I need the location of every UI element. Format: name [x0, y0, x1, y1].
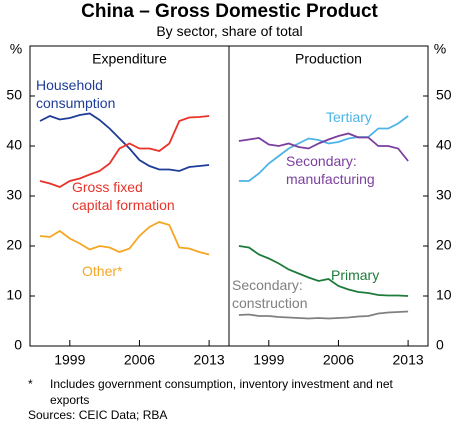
x-tick-label: 2006 — [124, 352, 155, 368]
y-tick-label: 10 — [6, 287, 22, 303]
series-line — [39, 221, 210, 256]
y-tick-label: 20 — [6, 237, 22, 253]
y-tick-label: 0 — [436, 337, 444, 353]
series-label: Gross fixed capital formation — [72, 179, 175, 213]
y-tick-label: 30 — [436, 187, 452, 203]
series-label: Household consumption — [36, 77, 116, 111]
series-label: Secondary: manufacturing — [286, 153, 375, 187]
x-tick-label: 2013 — [393, 352, 424, 368]
title: China – Gross Domestic Product — [81, 1, 378, 22]
subtitle: By sector, share of total — [156, 23, 303, 39]
footnote-marker: * — [28, 377, 33, 391]
y-tick-label: 0 — [14, 337, 22, 353]
y-tick-label: 10 — [436, 287, 452, 303]
series-line — [238, 132, 409, 162]
footnote-text: Includes government consumption, invento… — [50, 377, 393, 407]
series-label: Tertiary — [326, 109, 372, 125]
series-line — [39, 112, 210, 172]
series-label: Other* — [82, 263, 123, 279]
x-tick-label: 1999 — [54, 352, 85, 368]
y-tick-label: 50 — [6, 87, 22, 103]
x-tick-label: 2013 — [194, 352, 225, 368]
y-tick-label: 40 — [436, 137, 452, 153]
panel-title: Production — [295, 51, 362, 67]
series-label: Primary — [331, 267, 380, 283]
y-tick-label: 20 — [436, 237, 452, 253]
y-tick-label: 40 — [6, 137, 22, 153]
series-line — [238, 310, 409, 320]
series-label: Secondary: construction — [232, 277, 308, 311]
x-tick-label: 1999 — [253, 352, 284, 368]
series-line — [39, 115, 210, 188]
y-tick-label: 50 — [436, 87, 452, 103]
y-axis-unit: % — [434, 41, 446, 57]
sources: Sources: CEIC Data; RBA — [28, 408, 168, 422]
x-tick-label: 2006 — [323, 352, 354, 368]
series-line — [238, 245, 409, 297]
y-tick-label: 30 — [6, 187, 22, 203]
y-axis-unit: % — [10, 41, 22, 57]
panel-title: Expenditure — [92, 51, 167, 67]
